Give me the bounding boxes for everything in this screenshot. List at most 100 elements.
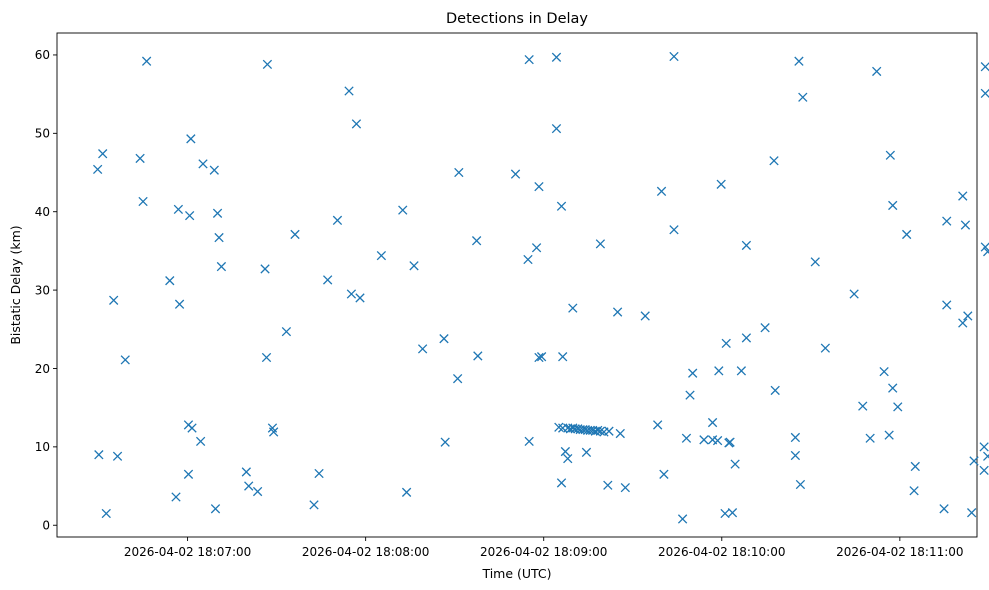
x-marker [401,487,412,497]
x-marker [212,208,223,218]
x-marker [795,479,806,490]
data-point [909,486,919,496]
x-marker [556,478,567,488]
x-marker [314,468,324,479]
x-marker [790,432,801,443]
x-marker [770,385,780,396]
x-marker [261,352,272,363]
data-point [214,232,224,243]
x-marker [810,257,820,267]
data-point [452,374,463,384]
x-tick-label: 2026-04-02 18:08:00 [302,545,429,559]
data-point [171,492,181,502]
data-point [261,352,272,363]
x-marker [260,264,270,274]
data-point [612,307,623,317]
data-point [268,427,279,437]
data-point [195,436,206,447]
data-point [183,469,194,479]
data-point [252,486,263,497]
x-marker [969,456,979,466]
x-marker [888,383,898,393]
x-marker [216,261,227,272]
x-marker [94,450,104,460]
data-point [798,92,808,102]
x-marker [980,242,989,252]
data-point [884,430,894,440]
x-marker [101,508,111,519]
data-point [558,352,568,362]
x-marker [858,401,868,411]
x-marker [351,119,362,129]
x-marker [939,504,949,514]
data-point [440,437,450,447]
data-point [727,508,738,518]
data-point [736,366,747,376]
data-point [593,425,603,436]
x-marker [902,229,912,240]
x-marker [760,323,770,333]
x-marker [112,451,123,461]
x-marker [210,504,221,514]
data-point [730,459,740,469]
data-point [699,435,709,445]
x-marker [98,149,108,159]
x-marker [473,351,483,361]
x-marker [942,216,952,226]
data-point [260,264,270,274]
x-marker [268,427,279,437]
x-marker [681,433,692,443]
data-point [958,191,968,201]
x-marker [322,275,333,285]
x-marker [187,423,197,433]
data-point [760,323,770,333]
x-marker [174,299,185,309]
x-marker [741,333,752,343]
data-point [714,366,724,376]
data-point [910,461,920,472]
data-point [716,179,726,189]
x-marker [730,459,740,469]
data-point [135,153,145,164]
data-point [888,200,898,211]
x-marker [355,293,365,303]
x-marker [980,62,989,72]
x-marker [741,240,752,251]
data-point [966,508,977,518]
x-marker [983,247,989,257]
x-marker [581,447,592,458]
x-marker [523,254,533,265]
x-marker [958,318,968,328]
data-point [92,164,103,175]
data-point [209,165,219,175]
data-point [615,428,625,439]
y-tick-label: 40 [35,205,50,219]
data-point [979,442,989,452]
x-marker [556,201,567,211]
x-marker [593,425,603,436]
chart-title: Detections in Delay [446,11,588,27]
data-point [262,59,273,70]
x-marker [376,250,387,261]
data-point [417,344,428,354]
data-point [640,311,650,321]
data-point [534,352,544,363]
data-point [685,390,695,400]
data-point [212,208,223,218]
data-point [769,156,779,166]
y-tick-label: 0 [42,519,50,533]
x-marker [135,153,145,164]
x-marker [820,343,831,353]
y-tick-label: 60 [35,48,50,62]
x-marker [958,191,968,201]
x-marker [471,236,482,246]
data-point [398,205,408,215]
data-point [656,186,667,196]
x-marker [966,508,977,518]
data-point [351,119,362,129]
data-point [531,243,542,253]
x-axis-ticks: 2026-04-02 18:07:00 2026-04-02 18:08:00 20… [124,537,964,559]
x-marker [534,181,544,192]
x-marker [141,56,152,66]
x-marker [252,486,263,497]
